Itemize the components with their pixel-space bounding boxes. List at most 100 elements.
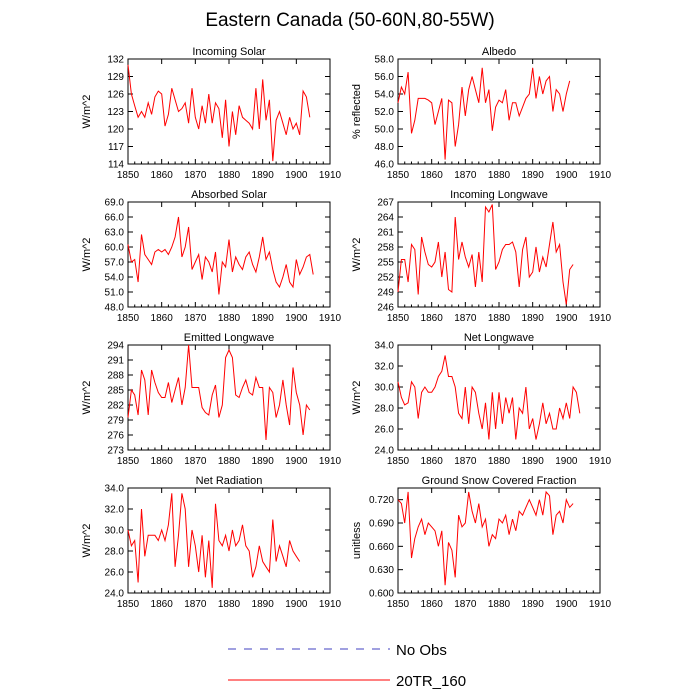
y-tick-label: 0.720 [369,495,394,506]
panel-net-radiation: Net Radiation W/m^2 1850 1860 1870 1880 1890 19… [81,475,342,610]
y-tick-label: 58.0 [375,55,395,66]
legend: No Obs 20TR_160 [228,642,466,690]
x-tick-label: 1860 [421,170,444,181]
x-tick-label: 1890 [522,456,545,467]
x-tick-label: 1880 [488,170,511,181]
y-tick-label: 24.0 [105,589,125,600]
x-tick-label: 1910 [319,170,342,181]
x-tick-label: 1870 [184,456,207,467]
legend-obs-label: No Obs [396,642,447,659]
y-axis-label: W/m^2 [81,381,93,415]
x-tick-label: 1910 [589,170,612,181]
series-line-20tr-160 [397,204,574,305]
x-tick-label: 1870 [454,599,477,610]
y-tick-label: 294 [107,341,124,352]
x-tick-label: 1860 [151,313,174,324]
y-tick-label: 24.0 [375,446,395,457]
x-tick-label: 1900 [555,170,578,181]
panel-net-longwave: Net Longwave W/m^2 1850 1860 1870 1880 1890 190… [351,332,612,467]
y-tick-label: 28.0 [105,547,125,558]
x-tick-label: 1910 [319,456,342,467]
x-tick-label: 1900 [285,170,308,181]
y-tick-label: 123 [107,107,124,118]
plot-frame [397,487,601,594]
y-axis-label: W/m^2 [81,238,93,272]
y-tick-label: 285 [107,386,124,397]
x-tick-label: 1850 [117,599,140,610]
panel-emitted-longwave: Emitted Longwave W/m^2 1850 1860 1870 1880 189… [81,332,342,467]
y-tick-label: 69.0 [105,198,125,209]
x-tick-label: 1900 [555,456,578,467]
panel-title: Albedo [482,46,516,58]
x-tick-label: 1860 [421,313,444,324]
y-tick-label: 50.0 [375,125,395,136]
x-tick-label: 1910 [589,313,612,324]
x-tick-label: 1900 [285,313,308,324]
y-tick-label: 252 [377,273,394,284]
y-tick-label: 30.0 [105,526,125,537]
panel-albedo: Albedo % reflected 1850 1860 1870 1880 1890 190… [351,46,612,181]
x-tick-label: 1850 [387,599,410,610]
panel-ground-snow-covered-fraction: Ground Snow Covered Fraction unitless 1850… [351,475,612,610]
panel-incoming-solar: Incoming Solar W/m^2 1850 1860 1870 1880 1890 1… [81,46,342,181]
x-tick-label: 1890 [522,599,545,610]
y-tick-label: 48.0 [105,303,125,314]
y-tick-label: 0.630 [369,565,394,576]
y-axis-label: W/m^2 [351,238,363,272]
panel-title: Net Radiation [196,475,263,487]
x-tick-label: 1910 [319,313,342,324]
y-tick-label: 120 [107,125,124,136]
x-tick-label: 1850 [117,170,140,181]
y-tick-label: 26.0 [105,568,125,579]
y-tick-label: 261 [377,228,394,239]
plot-frame [397,58,601,165]
y-axis-label: unitless [351,521,363,559]
series-line-20tr-160 [127,493,301,588]
x-tick-label: 1870 [454,170,477,181]
x-tick-label: 1900 [555,599,578,610]
x-tick-label: 1860 [151,456,174,467]
x-tick-label: 1880 [488,456,511,467]
x-tick-label: 1870 [184,599,207,610]
y-tick-label: 34.0 [105,484,125,495]
x-tick-label: 1900 [285,456,308,467]
x-tick-label: 1850 [117,313,140,324]
x-tick-label: 1890 [252,313,275,324]
x-tick-label: 1870 [184,313,207,324]
x-tick-label: 1910 [319,599,342,610]
x-tick-label: 1890 [252,456,275,467]
y-tick-label: 126 [107,90,124,101]
x-tick-label: 1870 [454,456,477,467]
y-tick-label: 26.0 [375,425,395,436]
y-tick-label: 0.690 [369,519,394,530]
y-tick-label: 273 [107,446,124,457]
x-tick-label: 1850 [387,313,410,324]
panel-title: Ground Snow Covered Fraction [422,475,577,487]
legend-model-label: 20TR_160 [396,673,466,690]
x-tick-label: 1860 [421,456,444,467]
x-tick-label: 1870 [454,313,477,324]
figure-title: Eastern Canada (50-60N,80-55W) [205,10,494,31]
x-tick-label: 1890 [522,313,545,324]
x-tick-label: 1880 [218,170,241,181]
y-tick-label: 279 [107,416,124,427]
series-line-20tr-160 [397,355,581,440]
y-tick-label: 56.0 [375,72,395,83]
plot-frame [127,344,331,451]
y-tick-label: 114 [108,160,124,171]
x-tick-label: 1880 [488,313,511,324]
x-tick-label: 1880 [218,599,241,610]
y-tick-label: 0.660 [369,542,394,553]
plot-frame [127,58,331,165]
y-tick-label: 276 [107,431,124,442]
x-tick-label: 1860 [421,599,444,610]
plot-frame [397,201,601,308]
x-tick-label: 1880 [488,599,511,610]
panel-absorbed-solar: Absorbed Solar W/m^2 1850 1860 1870 1880 1890 1… [81,189,342,324]
y-tick-label: 52.0 [375,107,395,118]
panel-title: Absorbed Solar [191,189,267,201]
x-tick-label: 1890 [522,170,545,181]
y-axis-label: W/m^2 [81,524,93,558]
y-tick-label: 246 [377,303,394,314]
